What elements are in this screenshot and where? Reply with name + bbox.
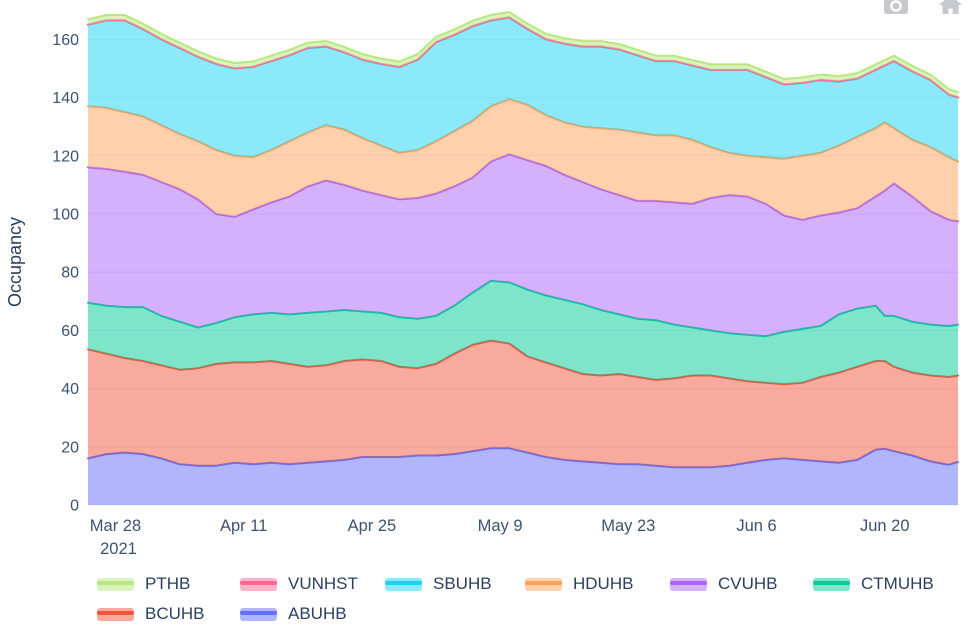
legend-label: SBUHB: [433, 574, 492, 593]
y-tick-label: 140: [52, 90, 79, 107]
x-tick-label: Mar 28: [90, 517, 141, 535]
x-tick-label: Apr 11: [220, 517, 267, 535]
line-CVUHB[interactable]: [87, 153, 959, 223]
x-tick-label: Jun 20: [860, 517, 910, 535]
legend-label: CVUHB: [718, 574, 778, 593]
chart-legend: PTHB VUNHST SBUHB HDUHB CVUHB CTMUHB BCUHB ABUH…: [0, 568, 973, 628]
area-CTMUHB[interactable]: [88, 280, 958, 385]
x-tick-label: May 9: [478, 517, 523, 535]
y-tick-label: 100: [52, 207, 79, 224]
modebar: [0, 0, 973, 20]
y-tick-label: 80: [61, 265, 79, 282]
y-tick-label: 120: [52, 148, 79, 165]
area-HDUHB[interactable]: [88, 99, 958, 222]
y-tick-label: 40: [61, 381, 79, 398]
area-BCUHB[interactable]: [88, 340, 958, 468]
y-tick-label: 20: [61, 439, 79, 456]
area-ABUHB[interactable]: [88, 448, 958, 505]
legend-label: HDUHB: [573, 574, 634, 593]
legend-item-PTHB[interactable]: PTHB: [97, 573, 190, 595]
legend-swatch: [240, 577, 277, 591]
home-icon[interactable]: [938, 0, 963, 16]
area-CVUHB[interactable]: [88, 154, 958, 337]
legend-label: BCUHB: [145, 604, 205, 623]
x-tick-label: Jun 6: [736, 517, 776, 535]
legend-label: VUNHST: [288, 574, 358, 593]
legend-item-ABUHB[interactable]: ABUHB: [240, 603, 347, 625]
camera-icon[interactable]: [883, 0, 909, 16]
legend-item-CVUHB[interactable]: CVUHB: [670, 573, 778, 595]
legend-swatch: [813, 577, 850, 591]
legend-swatch: [525, 577, 562, 591]
legend-swatch: [385, 577, 422, 591]
x-tick-label: May 23: [601, 517, 655, 535]
legend-item-VUNHST[interactable]: VUNHST: [240, 573, 358, 595]
y-tick-label: 0: [70, 498, 79, 515]
y-axis-title: Occupancy: [5, 217, 25, 307]
legend-swatch: [670, 577, 707, 591]
line-PTHB[interactable]: [87, 11, 959, 94]
legend-item-HDUHB[interactable]: HDUHB: [525, 573, 633, 595]
area-SBUHB[interactable]: [88, 17, 958, 162]
legend-label: ABUHB: [288, 604, 347, 623]
legend-swatch: [97, 607, 134, 621]
x-tick-label: Apr 25: [348, 517, 397, 535]
legend-swatch: [240, 607, 277, 621]
legend-item-SBUHB[interactable]: SBUHB: [385, 573, 492, 595]
legend-label: CTMUHB: [861, 574, 934, 593]
y-tick-label: 160: [52, 32, 79, 49]
legend-swatch: [97, 577, 134, 591]
legend-label: PTHB: [145, 574, 191, 593]
x-tick-sublabel: 2021: [100, 540, 137, 558]
plot-area[interactable]: 0 20 40 60 80 100 120 140 160 Mar 28 2021 Apr 11 Apr…: [0, 0, 973, 562]
legend-item-CTMUHB[interactable]: CTMUHB: [813, 573, 934, 595]
legend-item-BCUHB[interactable]: BCUHB: [97, 603, 205, 625]
y-tick-label: 60: [61, 323, 79, 340]
